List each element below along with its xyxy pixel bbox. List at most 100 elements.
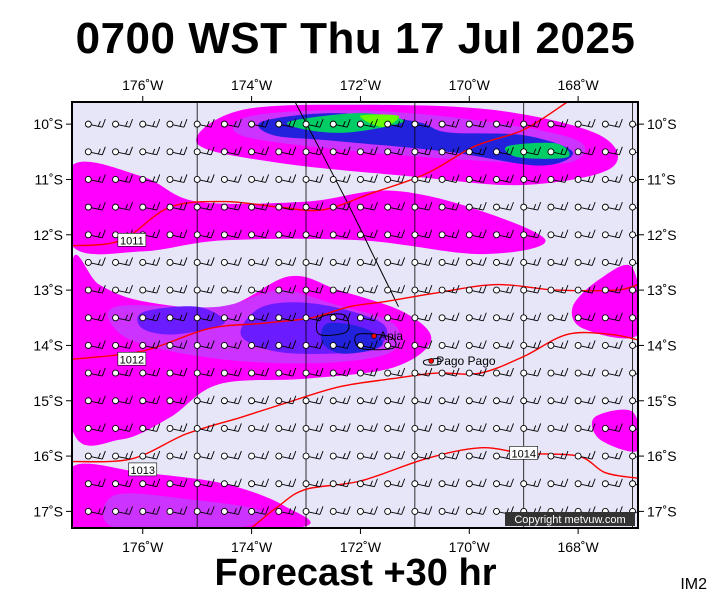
wind-barb — [384, 506, 406, 515]
barb-flag — [233, 342, 237, 348]
barb-station — [112, 286, 119, 294]
wind-barb — [112, 450, 133, 460]
barb-station — [601, 120, 609, 128]
barb-station — [465, 286, 473, 294]
barb-station — [193, 148, 201, 156]
barb-flag — [97, 259, 101, 265]
barb-flag — [183, 118, 188, 128]
barb-flag — [156, 340, 161, 349]
tutuila-island-outline — [422, 358, 442, 366]
barb-station — [465, 397, 473, 405]
wind-barb — [438, 118, 460, 128]
wind-barb — [493, 423, 514, 432]
barb-station — [356, 507, 364, 515]
barb-station — [220, 424, 228, 432]
barb-station — [220, 148, 228, 156]
barb-station — [520, 286, 528, 294]
isobar-label-text: 1011 — [120, 235, 144, 247]
wind-barb — [220, 312, 242, 322]
barb-flag — [428, 478, 433, 487]
wind-barb — [574, 450, 596, 460]
wind-barb — [465, 312, 487, 322]
wind-barb — [112, 201, 133, 211]
barb-station — [193, 258, 201, 266]
barb-flag — [482, 506, 487, 515]
barb-flag — [261, 231, 265, 238]
barb-flag — [346, 423, 351, 432]
barb-flag — [156, 284, 161, 294]
wind-barb — [139, 506, 161, 515]
barb-station — [329, 203, 337, 211]
barb-flag — [156, 395, 161, 404]
barb-station — [112, 397, 119, 405]
barb-flag — [129, 312, 133, 321]
wind-barb — [438, 146, 460, 156]
wind-barb — [248, 257, 270, 266]
wind-barb — [220, 201, 242, 211]
barb-flag — [506, 480, 509, 487]
wind-barb — [601, 201, 623, 211]
barb-flag — [206, 369, 210, 376]
wind-barb — [629, 341, 638, 349]
wind-barb — [601, 146, 623, 156]
barb-flag — [455, 201, 460, 211]
barb-flag — [152, 369, 156, 376]
wind-barb — [139, 312, 161, 322]
barb-station — [629, 176, 637, 183]
barb-flag — [397, 508, 401, 514]
barb-flag — [370, 259, 373, 265]
wind-barb — [84, 312, 106, 322]
barb-flag — [560, 231, 564, 238]
wind-barb — [411, 340, 433, 349]
barb-station — [275, 480, 283, 488]
barb-flag — [614, 286, 618, 293]
wind-barb — [438, 423, 460, 432]
wind-barb — [438, 174, 460, 183]
barb-flag — [261, 452, 265, 459]
barb-station — [547, 452, 555, 460]
barb-station — [465, 480, 473, 488]
wind-barb — [601, 478, 623, 488]
barb-station — [329, 286, 337, 294]
barb-flag — [319, 367, 324, 377]
barb-flag — [643, 481, 645, 486]
barb-station — [465, 424, 473, 432]
barb-station — [248, 507, 256, 515]
wind-barb — [193, 423, 215, 432]
barb-station — [547, 314, 555, 322]
barb-flag — [370, 508, 373, 514]
barb-station — [438, 203, 446, 211]
barb-flag — [183, 146, 188, 155]
wind-barb — [302, 284, 324, 294]
barb-station — [574, 452, 582, 460]
barb-flag — [101, 506, 106, 515]
wind-barb — [384, 146, 406, 156]
barb-flag — [482, 284, 487, 294]
barb-flag — [97, 203, 101, 210]
barb-flag — [125, 286, 128, 293]
barb-station — [574, 148, 582, 156]
barb-flag — [428, 229, 433, 238]
wind-barb — [275, 395, 297, 405]
wind-barb — [356, 174, 378, 183]
barb-station — [356, 258, 364, 266]
barb-station — [384, 507, 392, 515]
barb-flag — [206, 148, 210, 155]
barb-station — [275, 286, 283, 294]
barb-flag — [292, 174, 297, 183]
wind-barb — [166, 201, 188, 211]
barb-station — [329, 480, 337, 488]
barb-station — [220, 231, 228, 239]
barb-flag — [451, 203, 455, 210]
wind-barb — [574, 478, 596, 488]
barb-station — [166, 480, 174, 488]
wind-barb — [112, 367, 133, 377]
barb-station — [302, 452, 310, 460]
barb-flag — [183, 340, 188, 349]
barb-flag — [288, 397, 292, 404]
barb-flag — [292, 506, 297, 515]
barb-flag — [183, 367, 188, 377]
barb-flag — [455, 284, 460, 294]
barb-station — [139, 258, 147, 266]
wind-barb — [275, 506, 297, 515]
